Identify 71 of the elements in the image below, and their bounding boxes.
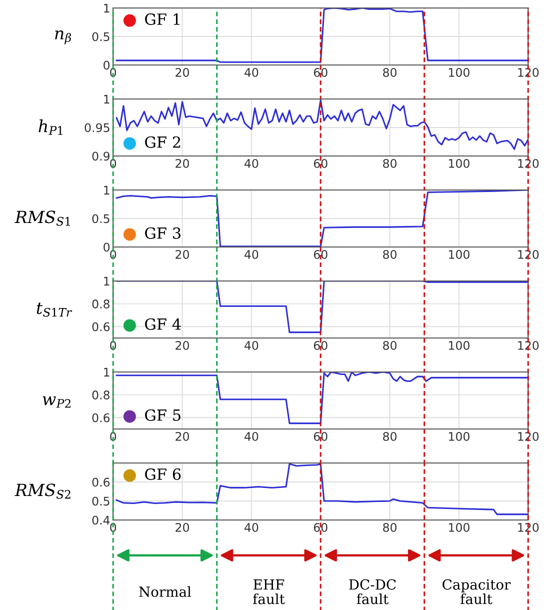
y-tick-label: 0 [104, 60, 110, 70]
y-tick-label: 0.4 [92, 516, 110, 525]
x-tick-label: 60 [314, 432, 328, 441]
x-tick-label: 60 [314, 250, 328, 259]
line-series [116, 99, 528, 150]
y-axis-title: RMS$_{S2}$ [14, 484, 70, 499]
y-tick-label: 0.6 [92, 413, 110, 422]
line-series [116, 463, 528, 516]
y-tick-label: 1 [104, 276, 110, 286]
x-tick-label: 60 [314, 158, 328, 168]
text: Capacitor fault [442, 579, 511, 604]
annotation: GF 2 [145, 136, 180, 148]
y-tick-label: 0.95 [84, 123, 110, 132]
y-tick-label: 0.5 [92, 32, 110, 42]
line-series [116, 281, 528, 334]
y-tick-label: 0.5 [92, 496, 110, 506]
y-tick-label: 0.8 [92, 390, 110, 400]
x-tick-label: 120 [518, 522, 539, 532]
y-tick-label: 0.5 [92, 214, 110, 224]
x-tick-label: 20 [176, 250, 189, 259]
x-tick-label: 100 [448, 432, 470, 441]
x-tick-label: 100 [448, 250, 470, 259]
y-tick-label: 0.9 [92, 152, 110, 161]
text: DC-DC fault [349, 579, 396, 604]
y-tick-label: 1 [104, 4, 110, 12]
y-tick-label: 0.6 [92, 322, 110, 332]
y-tick-label: 1 [104, 186, 110, 194]
x-tick-label: 80 [383, 68, 397, 77]
y-tick-label: 1 [104, 368, 110, 376]
x-tick-label: 80 [383, 340, 397, 350]
x-tick-label: 20 [176, 522, 189, 532]
y-tick-label: 1 [104, 94, 110, 104]
x-tick-label: 100 [448, 158, 470, 168]
annotation: GF 4 [145, 318, 181, 330]
x-tick-label: 80 [383, 522, 397, 532]
y-tick-label: 0.8 [92, 300, 110, 308]
x-tick-label: 60 [314, 522, 328, 532]
x-tick-label: 100 [448, 340, 470, 350]
y-axis-title: h$_{P1}$ [38, 119, 62, 135]
x-tick-label: 80 [383, 250, 397, 259]
x-tick-label: 60 [314, 68, 328, 77]
y-tick-label: 0 [104, 242, 110, 252]
x-tick-label: 60 [314, 340, 328, 350]
x-tick-label: 20 [176, 158, 189, 168]
x-tick-label: 80 [383, 432, 397, 441]
x-tick-label: 40 [244, 432, 258, 441]
annotation: GF 5 [145, 409, 180, 421]
line-series [116, 8, 528, 63]
annotation: GF 3 [145, 227, 180, 239]
line-series [116, 372, 528, 424]
x-tick-label: 40 [244, 522, 258, 532]
x-tick-label: 80 [383, 158, 397, 168]
text: EHF fault [253, 579, 285, 604]
x-tick-label: 40 [244, 68, 258, 77]
y-axis-title: w$_{P2}$ [42, 396, 70, 408]
x-tick-label: 20 [176, 340, 189, 350]
y-axis-title: n$_{β}$ [55, 30, 71, 44]
x-tick-label: 40 [244, 158, 258, 168]
y-tick-label: 0.6 [92, 478, 110, 487]
line-series [116, 190, 528, 247]
y-axis-title: t$_{S1Tr}$ [36, 302, 72, 317]
x-tick-label: 20 [176, 68, 189, 77]
x-tick-label: 40 [244, 250, 258, 259]
y-axis-title: RMS$_{S1}$ [14, 210, 70, 226]
x-tick-label: 20 [176, 432, 189, 441]
annotation: GF 6 [145, 468, 181, 480]
x-tick-label: 40 [244, 340, 258, 350]
x-tick-label: 100 [448, 522, 470, 532]
text: Normal [139, 586, 192, 597]
annotation: GF 1 [145, 13, 180, 25]
x-tick-label: 100 [448, 68, 470, 77]
